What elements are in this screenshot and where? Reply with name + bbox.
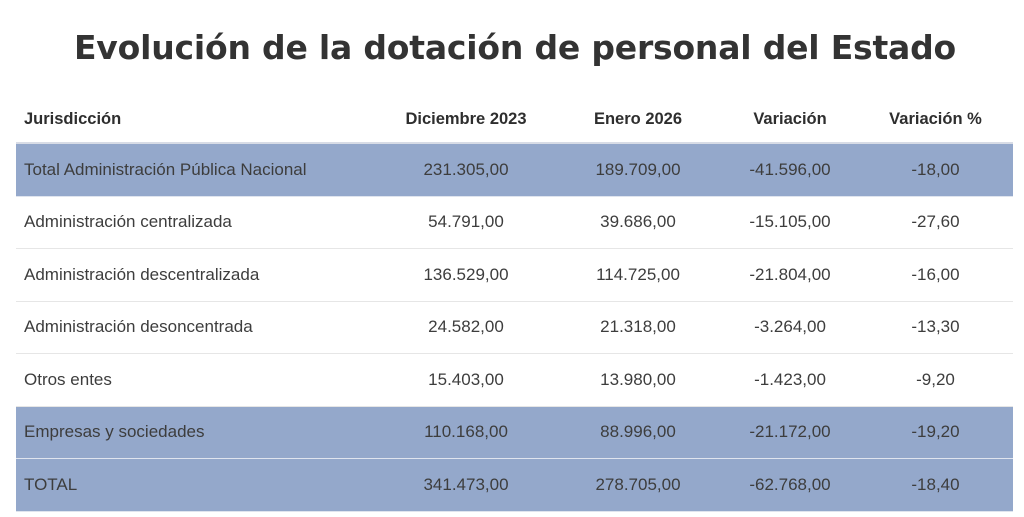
jurisdiccion-cell: Otros entes <box>24 369 112 389</box>
column-header-diciembre-2023: Diciembre 2023 <box>405 109 527 128</box>
column-header-variacion: Variación <box>753 109 827 128</box>
table-header-row: Jurisdicción Diciembre 2023 Enero 2026 V… <box>16 96 1013 144</box>
variacion-pct-cell: -18,40 <box>911 474 960 494</box>
dic-2023-cell: 15.403,00 <box>428 369 504 389</box>
variacion-cell: -41.596,00 <box>749 159 831 179</box>
ene-2026-cell: 88.996,00 <box>600 422 676 442</box>
table-row: Otros entes 15.403,00 13.980,00 -1.423,00 -9… <box>16 354 1013 407</box>
staffing-table: Jurisdicción Diciembre 2023 Enero 2026 V… <box>16 96 1013 512</box>
dic-2023-cell: 24.582,00 <box>428 317 504 337</box>
variacion-cell: -15.105,00 <box>749 212 831 232</box>
dic-2023-cell: 54.791,00 <box>428 212 504 232</box>
jurisdiccion-cell: Administración descentralizada <box>24 264 260 284</box>
column-header-variacion-pct: Variación % <box>889 109 982 128</box>
ene-2026-cell: 278.705,00 <box>595 474 681 494</box>
jurisdiccion-cell: Empresas y sociedades <box>24 422 205 442</box>
jurisdiccion-cell: TOTAL <box>24 474 78 494</box>
variacion-pct-cell: -27,60 <box>911 212 960 232</box>
variacion-pct-cell: -13,30 <box>911 317 960 337</box>
dic-2023-cell: 231.305,00 <box>423 159 509 179</box>
column-header-jurisdiccion: Jurisdicción <box>24 109 122 128</box>
dic-2023-cell: 136.529,00 <box>423 264 509 284</box>
ene-2026-cell: 39.686,00 <box>600 212 676 232</box>
column-header-enero-2026: Enero 2026 <box>593 109 683 128</box>
page-title: Evolución de la dotación de personal del… <box>73 28 957 67</box>
ene-2026-cell: 13.980,00 <box>600 369 676 389</box>
table-row: Administración descentralizada 136.529,00… <box>16 249 1013 302</box>
ene-2026-cell: 114.725,00 <box>596 264 680 284</box>
variacion-cell: -62.768,00 <box>749 474 831 494</box>
jurisdiccion-cell: Administración desoncentrada <box>24 317 253 337</box>
table-row: Total Administración Pública Nacional 231… <box>16 144 1013 197</box>
dic-2023-cell: 341.473,00 <box>423 474 509 494</box>
table-body: Total Administración Pública Nacional 231… <box>16 144 1013 512</box>
variacion-pct-cell: -19,20 <box>911 422 960 442</box>
variacion-pct-cell: -16,00 <box>911 264 960 284</box>
variacion-pct-cell: -9,20 <box>916 369 955 389</box>
variacion-cell: -21.804,00 <box>749 264 831 284</box>
table-row: Administración desoncentrada 24.582,00 21.… <box>16 302 1013 354</box>
jurisdiccion-cell: Administración centralizada <box>24 212 232 232</box>
jurisdiccion-cell: Total Administración Pública Nacional <box>24 159 307 179</box>
dic-2023-cell: 110.168,00 <box>424 422 508 442</box>
variacion-pct-cell: -18,00 <box>911 159 960 179</box>
variacion-cell: -3.264,00 <box>754 317 826 337</box>
variacion-cell: -1.423,00 <box>754 369 826 389</box>
table-row: Empresas y sociedades 110.168,00 88.996,00… <box>16 406 1013 459</box>
ene-2026-cell: 189.709,00 <box>595 159 681 179</box>
table-row: TOTAL 341.473,00 278.705,00 -62.768,00 -18,4… <box>16 459 1013 512</box>
ene-2026-cell: 21.318,00 <box>600 317 676 337</box>
table-row: Administración centralizada 54.791,00 39.6… <box>16 197 1013 249</box>
variacion-cell: -21.172,00 <box>749 422 831 442</box>
